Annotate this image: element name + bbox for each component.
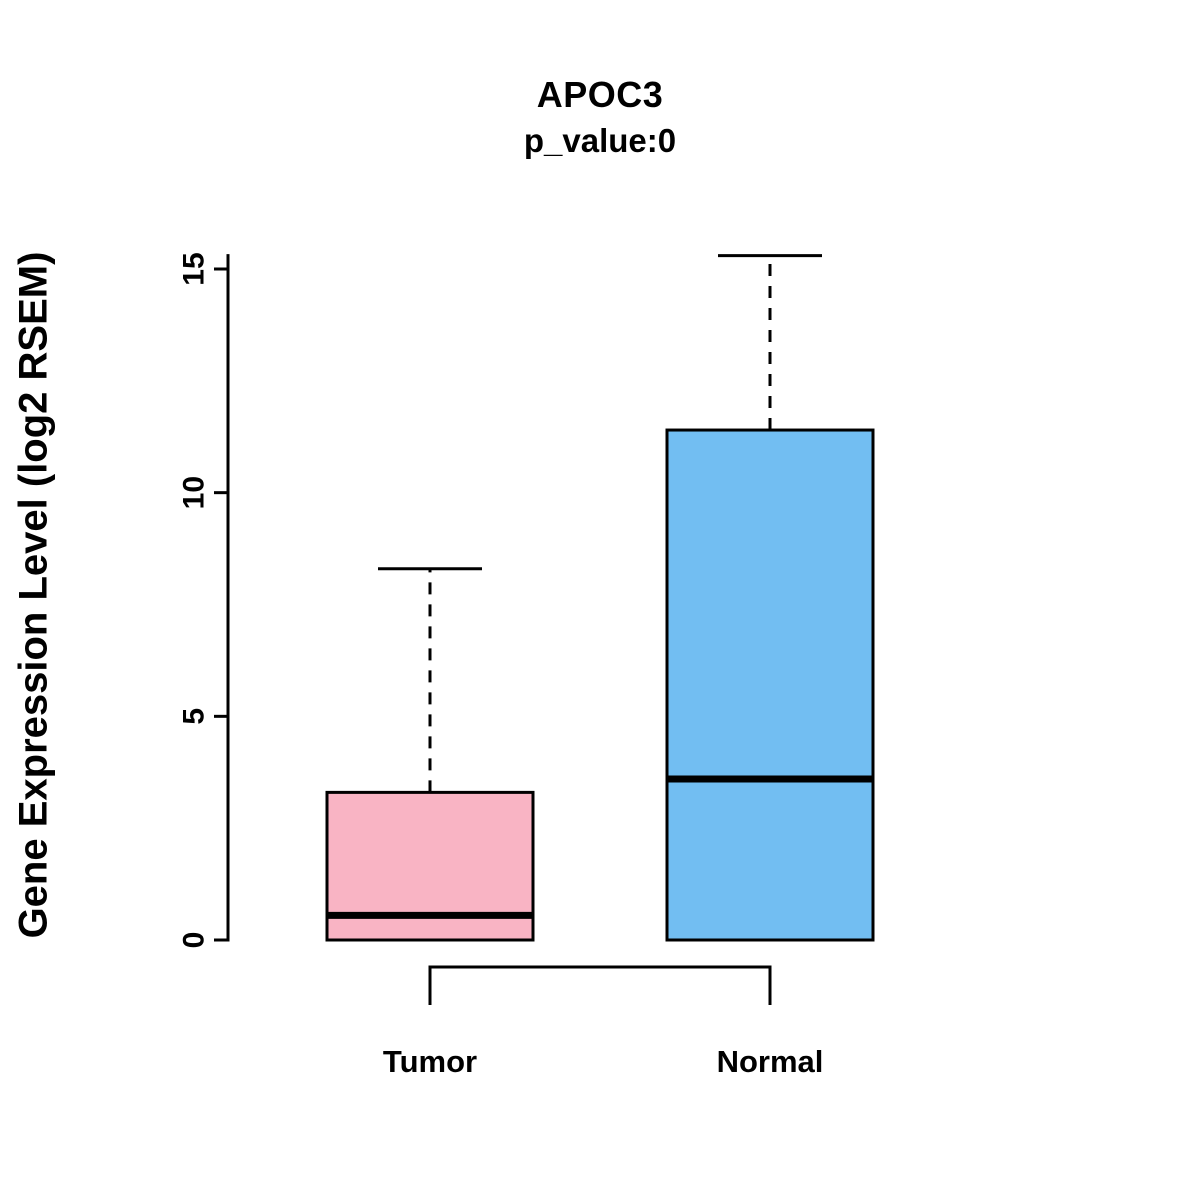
x-label-tumor: Tumor <box>382 1044 478 1079</box>
chart-subtitle: p_value:0 <box>523 122 677 159</box>
box-normal <box>665 428 875 942</box>
y-tick-label: 5 <box>178 708 211 725</box>
chart-title: APOC3 <box>536 74 664 115</box>
x-label-normal: Normal <box>716 1044 824 1079</box>
y-tick-label: 10 <box>178 476 211 509</box>
y-tick-label: 0 <box>178 932 211 949</box>
y-tick-label: 15 <box>178 252 211 285</box>
comparison-bracket <box>428 965 772 1005</box>
